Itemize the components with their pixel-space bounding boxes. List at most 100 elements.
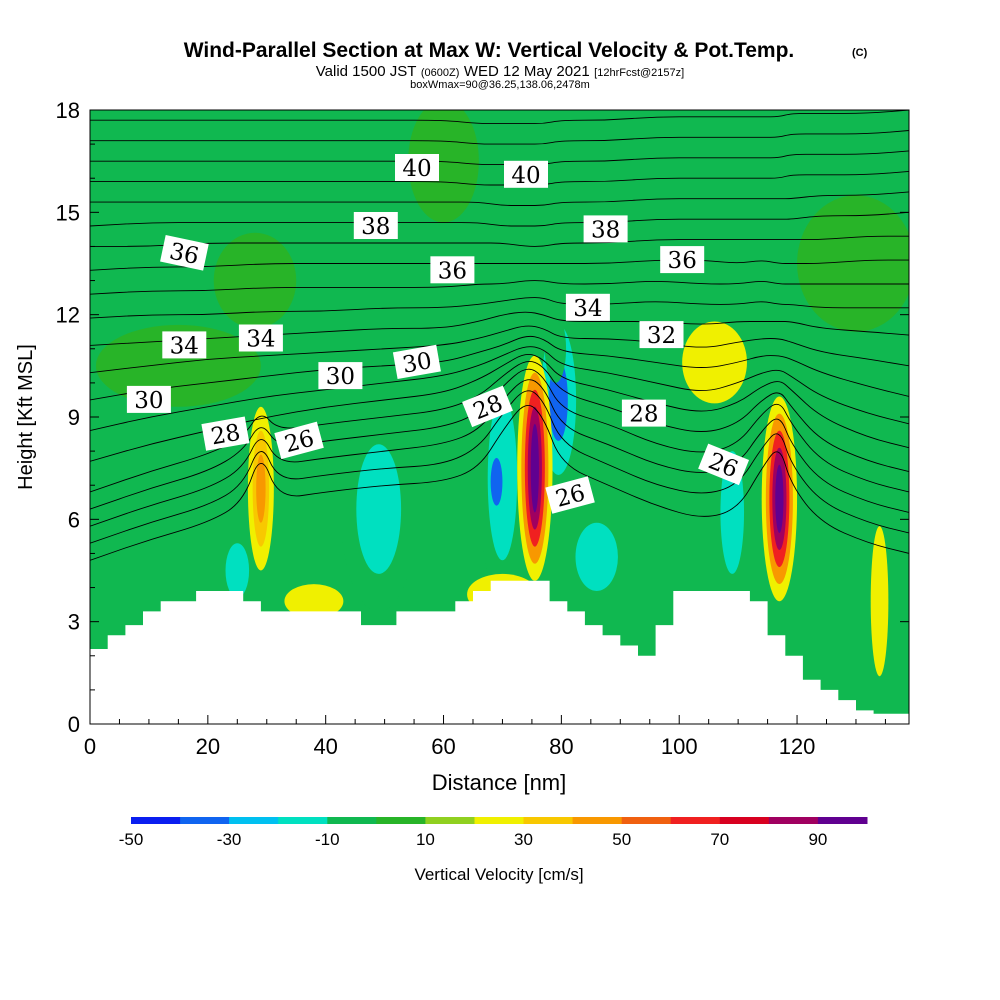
contour-label-3: 38 [583,215,628,243]
w-region-32 [530,423,539,513]
colorbar-tick-label: 10 [416,830,435,849]
colorbar-swatch [523,817,574,824]
y-axis-label: Height [Kft MSL] [15,344,37,490]
contour-label-text: 36 [167,239,201,271]
contour-label-12: 30 [392,344,441,380]
w-region-8 [104,509,123,564]
theta-contour-30 [90,346,909,432]
colorbar-swatch [719,817,770,824]
x-tick-label: 120 [779,734,816,759]
contour-label-text: 40 [402,156,431,182]
contour-label-box [430,256,475,284]
w-region-25 [213,232,297,329]
contour-label-box [201,416,250,451]
theta-contour-24 [90,404,909,561]
chart-title-mark: (C) [852,47,868,59]
w-region-17 [649,522,674,591]
theta-contour-36 [90,259,909,271]
w-region-4 [356,444,402,574]
y-tick-label: 3 [68,610,80,635]
x-tick-label: 40 [313,734,337,759]
contour-label-box [565,293,610,321]
colorbar-swatch [474,817,525,824]
colorbar-tick-label: 70 [710,830,729,849]
colorbar-swatch [572,817,623,824]
contour-label-text: 34 [573,296,602,322]
x-tick-label: 80 [549,734,573,759]
contour-label-text: 30 [400,348,433,379]
w-region-5 [178,488,226,598]
subtitle-utc: (0600Z) [421,67,460,79]
theta-contour-42 [90,130,909,145]
contour-label-5: 36 [430,256,475,284]
contour-label-7: 34 [565,293,610,322]
contour-label-box [545,476,595,514]
theta-contour-31 [90,335,909,401]
contour-label-text: 34 [246,327,275,353]
w-region-20 [682,321,747,404]
contour-label-text: 32 [647,323,676,349]
colorbar-swatch [327,817,377,824]
contour-label-text: 36 [438,258,467,284]
contour-label-box [392,344,441,380]
x-tick-label: 60 [431,734,455,759]
contour-label-box [462,385,513,428]
contour-label-text: 28 [629,402,658,428]
colorbar-label: Vertical Velocity [cm/s] [414,865,583,884]
colorbar-tick-label: -50 [119,830,144,849]
theta-contour-25 [90,390,909,544]
subtitle-forecast: [12hrFcst@2157z] [594,67,684,79]
w-region-6 [225,543,250,598]
contour-label-text: 36 [668,248,697,274]
theta-contour-29 [90,354,909,462]
w-region-16 [575,522,618,591]
theta-contour-34 [90,297,909,319]
colorbar-swatch [229,817,279,824]
contour-label-box [238,324,283,352]
y-tick-label: 15 [56,200,80,225]
y-tick-label: 6 [68,507,80,532]
x-axis-label: Distance [nm] [432,770,567,795]
contour-label-box [660,246,705,274]
contour-label-8: 34 [162,331,207,359]
colorbar-swatch [817,817,868,824]
contour-label-box [126,385,171,413]
colorbar-swatch [180,817,230,824]
contour-label-15: 28 [621,399,666,428]
y-tick-label: 0 [68,712,80,737]
colorbar-swatch [131,817,181,824]
colorbar-tick-label: -30 [217,830,242,849]
contour-label-4: 36 [160,235,209,271]
contour-label-text: 38 [361,214,390,240]
w-region-24 [408,110,479,223]
colorbar-tick-label: 50 [612,830,631,849]
contour-label-box [353,212,398,239]
theta-contour-35 [90,280,909,295]
w-region-2 [256,454,266,523]
contour-label-11: 30 [318,362,363,390]
subtitle-date: WED 12 May 2021 [464,63,590,80]
chart-title: Wind-Parallel Section at Max W: Vertical… [184,39,795,62]
chart-subtitle-box: boxWmax=90@36.25,138.06,2478m [410,79,590,91]
y-tick-label: 12 [56,303,80,328]
contour-label-text: 38 [591,217,620,243]
contour-label-box [504,160,548,188]
theta-contour-27 [90,368,909,510]
subtitle-valid: Valid 1500 JST [316,63,417,80]
contour-label-text: 40 [511,163,540,189]
contour-label-box [162,331,207,359]
theta-contour-32 [90,325,909,374]
w-region-11 [490,457,503,506]
contour-label-box [318,362,363,390]
theta-contour-38 [90,211,909,227]
theta-contour-43 [90,110,909,125]
theta-contour-26 [90,379,909,527]
y-tick-label: 9 [68,405,80,430]
contour-label-10: 32 [639,321,684,349]
x-tick-label: 20 [196,734,220,759]
contour-label-box [639,321,684,349]
contour-label-box [395,154,439,181]
contour-label-text: 34 [170,333,199,359]
contour-label-box [274,421,324,460]
